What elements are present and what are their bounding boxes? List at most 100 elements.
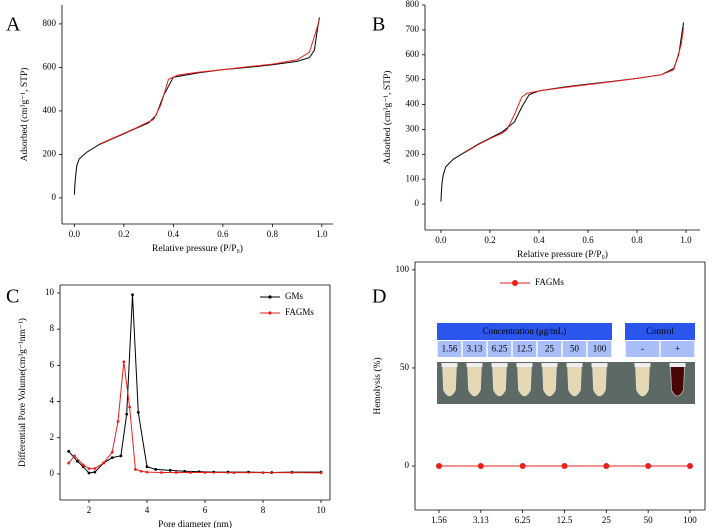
- x-tick-label: 1.0: [680, 235, 692, 245]
- inset-cell-label: 3.13: [467, 344, 483, 354]
- series-line: [465, 27, 685, 153]
- panel-label: C: [6, 286, 19, 308]
- inset-cell: [587, 341, 612, 357]
- marker: [67, 461, 71, 465]
- x-tick-label: 6: [203, 505, 208, 515]
- x-tick-label: 4: [145, 505, 150, 515]
- marker: [110, 450, 114, 454]
- inset-header-label: Concentration (μg/mL): [483, 326, 567, 336]
- tube: [442, 365, 457, 397]
- marker: [93, 470, 97, 474]
- marker: [290, 471, 294, 475]
- control-cell-label: +: [675, 344, 680, 354]
- marker: [183, 469, 187, 473]
- x-tick-label: 0.4: [533, 235, 545, 245]
- panel-label: B: [372, 14, 385, 36]
- legend-marker: [268, 311, 272, 315]
- marker: [154, 468, 158, 471]
- tube-cap: [516, 363, 533, 367]
- tube-cap: [491, 363, 508, 367]
- marker: [603, 463, 610, 470]
- marker: [319, 471, 323, 475]
- inset-cell: [512, 341, 537, 357]
- marker: [160, 471, 163, 474]
- y-tick-label: 800: [43, 18, 57, 28]
- tube: [467, 365, 482, 397]
- x-tick-label: 50: [644, 515, 654, 525]
- x-tick-label: 0.0: [435, 235, 447, 245]
- marker: [189, 471, 192, 474]
- x-axis-title: Relative pressure (P/P₀): [152, 243, 243, 254]
- marker: [116, 420, 120, 423]
- marker: [519, 463, 526, 470]
- x-tick-label: 1.0: [316, 229, 328, 239]
- y-tick-label: 600: [43, 61, 57, 71]
- y-tick-label: 8: [50, 323, 55, 333]
- x-axis-title: Pore diameter (nm): [158, 519, 232, 528]
- marker: [561, 463, 568, 470]
- marker: [174, 471, 178, 474]
- y-tick-label: 300: [406, 124, 420, 134]
- x-tick-label: 0.4: [168, 229, 180, 239]
- y-axis-title: Differential Pore Volume(cm³g⁻¹nm⁻¹): [17, 318, 28, 467]
- inset-cell: [462, 341, 487, 357]
- y-tick-label: 200: [43, 148, 57, 158]
- x-tick-label: 0.2: [118, 229, 129, 239]
- inset-cell: [437, 341, 462, 357]
- marker: [687, 463, 693, 470]
- x-tick-label: 0.2: [484, 235, 495, 245]
- tube: [517, 365, 532, 397]
- tube: [567, 365, 582, 397]
- marker: [139, 469, 143, 473]
- y-tick-label: 0: [415, 198, 420, 208]
- x-tick-label: 0.6: [217, 229, 229, 239]
- legend-label: GMs: [285, 291, 304, 301]
- marker: [168, 468, 172, 472]
- tube: [635, 365, 650, 397]
- x-tick-label: 0.8: [267, 229, 279, 239]
- y-tick-label: 4: [50, 396, 55, 406]
- x-tick-label: 3.13: [473, 515, 489, 525]
- tube-cap: [466, 363, 483, 367]
- y-tick-label: 0: [52, 192, 57, 202]
- control-header-label: Control: [646, 326, 674, 336]
- marker: [125, 412, 129, 416]
- y-tick-label: 800: [406, 0, 420, 9]
- tube-cap: [541, 363, 558, 367]
- x-tick-label: 1.56: [431, 515, 447, 525]
- series-line: [98, 19, 320, 145]
- marker: [110, 456, 114, 460]
- marker: [477, 463, 484, 470]
- marker: [131, 293, 134, 297]
- y-axis-title: Adsorbed (cm³g⁻¹, STP): [382, 71, 393, 165]
- marker: [145, 470, 149, 474]
- y-tick-label: 600: [406, 49, 420, 59]
- marker: [436, 463, 442, 470]
- x-tick-label: 25: [602, 515, 612, 525]
- panel-label: A: [6, 14, 21, 36]
- marker: [134, 468, 137, 471]
- x-tick-label: 8: [261, 505, 266, 515]
- series-line: [68, 361, 322, 474]
- control-cell: [660, 341, 695, 357]
- y-tick-label: 0: [405, 460, 410, 470]
- marker: [128, 405, 132, 409]
- y-tick-label: 200: [406, 148, 420, 158]
- marker: [102, 461, 105, 465]
- tube-cap: [591, 363, 608, 367]
- y-tick-label: 0: [50, 468, 55, 478]
- legend-label: FAGMs: [535, 277, 564, 287]
- inset-cell-label: 1.56: [442, 344, 458, 354]
- marker: [67, 449, 71, 453]
- x-tick-label: 2: [87, 505, 92, 515]
- marker: [87, 471, 91, 475]
- x-tick-label: 100: [683, 515, 697, 525]
- x-tick-label: 6.25: [515, 515, 531, 525]
- legend-marker: [512, 280, 518, 286]
- inset-header: [437, 323, 612, 340]
- inset-cell-label: 6.25: [492, 344, 508, 354]
- control-cell: [625, 341, 660, 357]
- x-tick-label: 0.8: [631, 235, 643, 245]
- inset-cell-label: 25: [545, 344, 555, 354]
- marker: [87, 467, 91, 470]
